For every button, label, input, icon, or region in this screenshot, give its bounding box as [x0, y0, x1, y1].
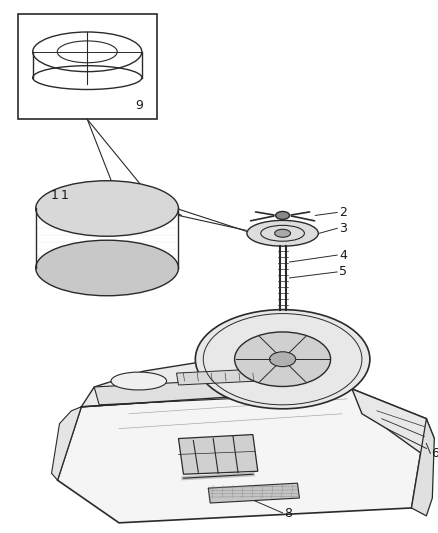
Text: 9: 9	[134, 99, 142, 112]
Polygon shape	[57, 389, 425, 523]
Polygon shape	[81, 359, 351, 407]
Ellipse shape	[246, 220, 318, 246]
Text: 8: 8	[284, 507, 292, 520]
Ellipse shape	[275, 212, 289, 220]
Ellipse shape	[111, 372, 166, 390]
Ellipse shape	[195, 310, 369, 409]
Text: 4: 4	[338, 248, 346, 262]
Ellipse shape	[35, 240, 178, 296]
Polygon shape	[176, 369, 257, 385]
Polygon shape	[410, 419, 433, 516]
Ellipse shape	[274, 229, 290, 237]
Polygon shape	[208, 483, 299, 503]
Text: 1: 1	[50, 189, 58, 202]
Polygon shape	[351, 389, 433, 458]
Ellipse shape	[270, 365, 320, 381]
Polygon shape	[178, 434, 257, 474]
Text: 6: 6	[431, 447, 438, 460]
Text: 3: 3	[338, 222, 346, 235]
Text: 5: 5	[338, 265, 346, 278]
Text: 1: 1	[60, 189, 68, 202]
Text: 2: 2	[338, 206, 346, 219]
Ellipse shape	[35, 181, 178, 236]
Ellipse shape	[234, 332, 330, 386]
Polygon shape	[94, 374, 336, 405]
Ellipse shape	[269, 352, 295, 367]
Polygon shape	[51, 407, 81, 480]
Bar	[18, 14, 156, 119]
